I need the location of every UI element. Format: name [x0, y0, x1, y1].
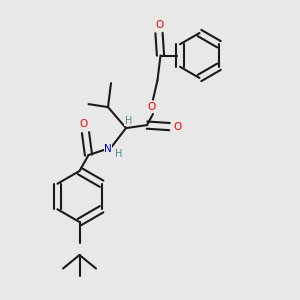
Text: O: O — [147, 102, 156, 112]
Text: O: O — [174, 122, 182, 132]
Text: N: N — [104, 144, 112, 154]
Text: O: O — [155, 20, 163, 30]
Text: O: O — [80, 119, 88, 129]
Text: H: H — [115, 148, 122, 159]
Text: H: H — [125, 116, 132, 126]
